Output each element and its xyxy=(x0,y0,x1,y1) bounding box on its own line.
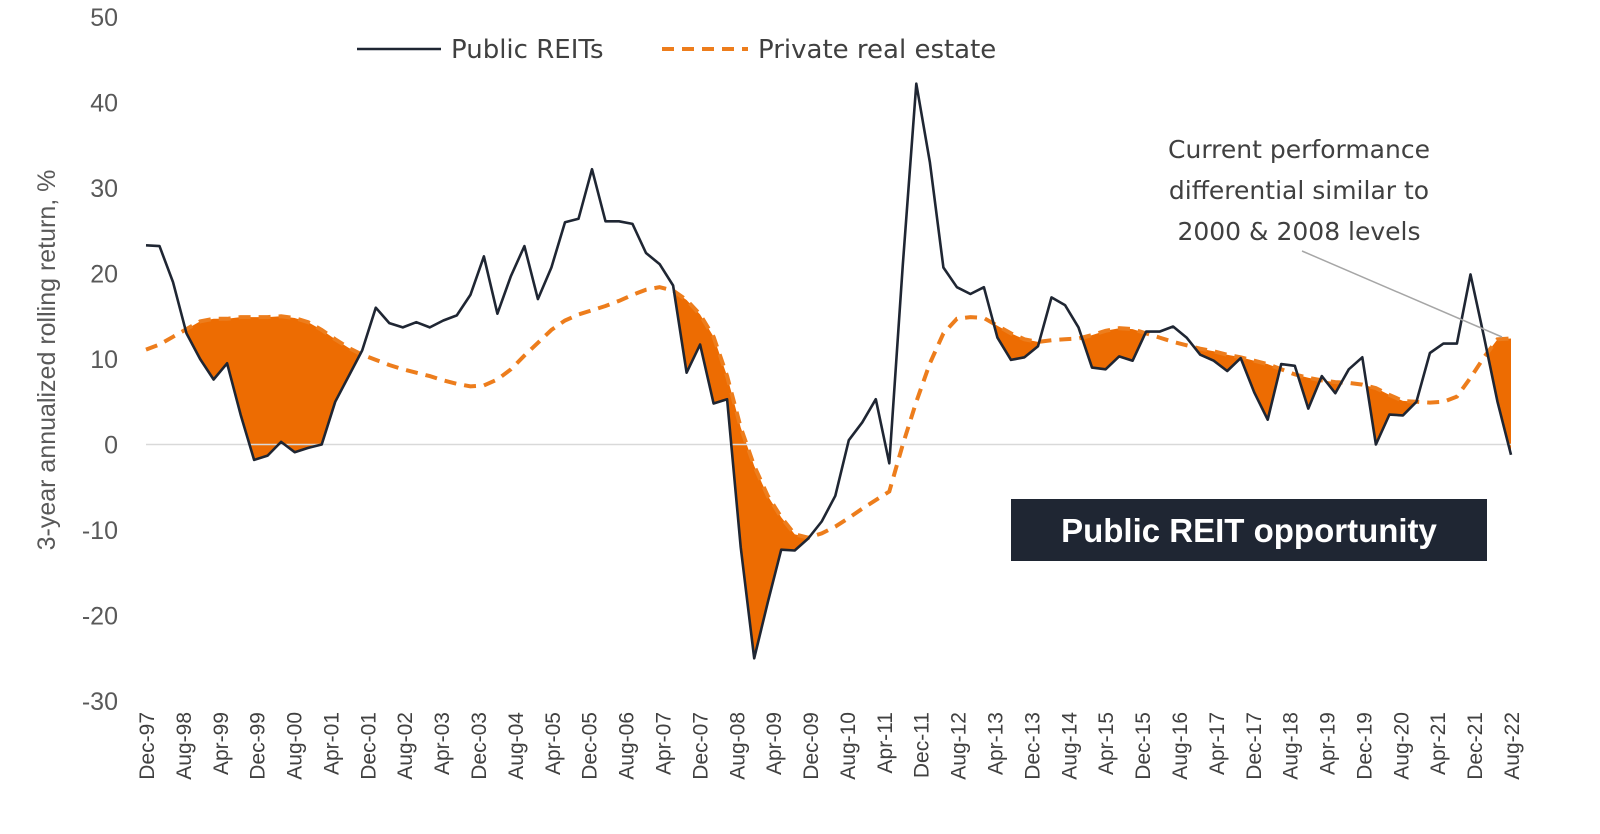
x-tick-label: Dec-09 xyxy=(800,712,823,780)
y-tick-label: -20 xyxy=(82,603,118,631)
x-tick-label: Dec-05 xyxy=(579,712,602,780)
y-tick-label: 10 xyxy=(90,346,118,374)
x-tick-label: Apr-21 xyxy=(1427,712,1450,775)
x-tick-label: Aug-12 xyxy=(948,712,971,780)
x-tick-label: Aug-00 xyxy=(284,712,307,780)
x-tick-label: Apr-05 xyxy=(542,712,565,775)
x-tick-label: Aug-98 xyxy=(173,712,196,780)
x-tick-label: Aug-08 xyxy=(726,712,749,780)
x-tick-label: Apr-07 xyxy=(652,712,675,775)
x-tick-label: Apr-01 xyxy=(320,712,343,775)
y-tick-label: 40 xyxy=(90,90,118,118)
annotation-line: Current performance xyxy=(1168,135,1430,164)
underperformance-area xyxy=(185,316,361,460)
underperformance-area xyxy=(674,291,810,659)
x-tick-label: Apr-03 xyxy=(431,712,454,775)
x-tick-label: Dec-13 xyxy=(1021,712,1044,780)
legend: Public REITs Private real estate xyxy=(357,35,996,65)
x-tick-label: Aug-14 xyxy=(1058,712,1081,780)
x-tick-label: Aug-02 xyxy=(394,712,417,780)
x-tick-label: Aug-18 xyxy=(1280,712,1303,780)
x-tick-label: Dec-17 xyxy=(1243,712,1266,780)
y-axis-ticks: -30 -20 -10 0 10 20 30 40 50 xyxy=(82,4,118,716)
callout-background xyxy=(1011,499,1487,561)
x-tick-label: Apr-11 xyxy=(874,712,897,773)
underperformance-area xyxy=(993,323,1040,360)
x-tick-label: Dec-07 xyxy=(689,712,712,780)
x-tick-label: Aug-22 xyxy=(1501,712,1524,780)
x-tick-label: Dec-01 xyxy=(357,712,380,780)
series-line-public-reits xyxy=(145,82,1513,660)
callout-box: Public REIT opportunity xyxy=(1011,499,1487,561)
x-tick-label: Dec-15 xyxy=(1132,712,1155,780)
y-tick-label: 50 xyxy=(90,4,118,32)
underperformance-area xyxy=(1366,385,1417,445)
callout-label: Public REIT opportunity xyxy=(1061,512,1437,549)
x-tick-label: Dec-19 xyxy=(1353,712,1376,780)
y-tick-label: -30 xyxy=(82,688,118,716)
x-tick-label: Aug-10 xyxy=(837,712,860,780)
underperformance-fill-group xyxy=(185,291,1511,659)
x-tick-label: Aug-16 xyxy=(1169,712,1192,780)
y-axis-label: 3-year annualized rolling return, % xyxy=(33,170,61,551)
x-tick-label: Apr-13 xyxy=(985,712,1008,775)
annotation: Current performance differential similar … xyxy=(1168,135,1503,338)
x-tick-label: Apr-09 xyxy=(763,712,786,775)
series-line-private-real-estate xyxy=(145,285,1512,540)
x-tick-label: Dec-03 xyxy=(468,712,491,780)
x-tick-label: Dec-99 xyxy=(247,712,270,780)
annotation-leader-line xyxy=(1301,250,1503,338)
x-tick-label: Dec-21 xyxy=(1464,712,1487,780)
annotation-line: 2000 & 2008 levels xyxy=(1177,217,1420,246)
x-tick-label: Dec-11 xyxy=(911,712,934,778)
x-axis-ticks: Dec-97 Aug-98 Apr-99 Dec-99 Aug-00 Apr-01 Dec-… xyxy=(136,712,1524,780)
legend-label-private-real-estate: Private real estate xyxy=(758,35,996,65)
legend-label-public-reits: Public REITs xyxy=(451,35,604,65)
y-tick-label: 30 xyxy=(90,175,118,203)
underperformance-area xyxy=(1194,347,1281,420)
underperformance-area xyxy=(1487,338,1511,455)
x-tick-label: Dec-97 xyxy=(136,712,159,780)
y-tick-label: -10 xyxy=(82,517,118,545)
x-tick-label: Aug-04 xyxy=(505,712,528,780)
x-tick-label: Apr-19 xyxy=(1317,712,1340,775)
x-tick-label: Aug-06 xyxy=(616,712,639,780)
annotation-line: differential similar to xyxy=(1169,176,1429,205)
y-tick-label: 0 xyxy=(104,432,118,460)
underperformance-area xyxy=(1297,375,1321,409)
x-tick-label: Apr-99 xyxy=(210,712,233,775)
x-tick-label: Apr-15 xyxy=(1095,712,1118,775)
x-tick-label: Apr-17 xyxy=(1206,712,1229,775)
x-tick-label: Aug-20 xyxy=(1390,712,1413,780)
annotation-text: Current performance differential similar … xyxy=(1168,135,1430,246)
y-tick-label: 20 xyxy=(90,261,118,289)
